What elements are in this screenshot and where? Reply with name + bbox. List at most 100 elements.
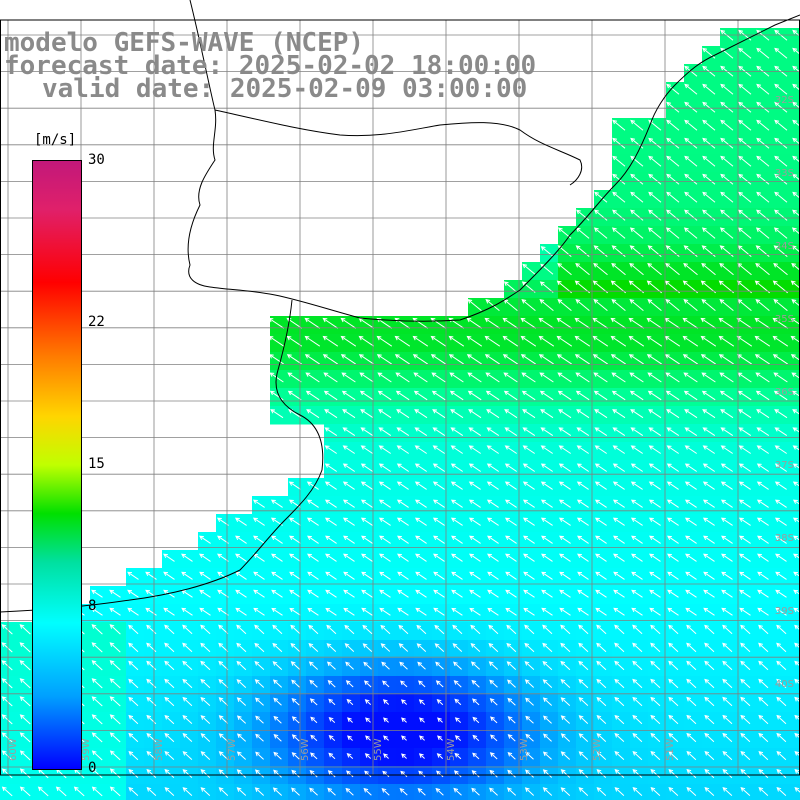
wind-cell [792,208,800,227]
wind-arrow [740,786,751,796]
wind-arrow [1,714,13,725]
wind-arrow [632,642,643,653]
wind-arrow [484,354,500,365]
wind-arrow [776,751,787,761]
wind-arrow [701,390,716,401]
wind-arrow [756,101,770,113]
wind-arrow [164,660,175,671]
wind-arrow [448,354,464,365]
wind-cell [18,784,37,800]
wind-arrow [720,463,733,472]
wind-arrow [397,589,409,598]
wind-arrow [648,463,661,472]
wind-arrow [649,589,661,598]
wind-arrow [325,607,337,616]
wind-arrow [503,281,518,293]
wind-arrow [685,553,697,562]
wind-arrow [704,786,715,796]
wind-arrow [379,589,391,598]
wind-cell [594,784,613,800]
wind-arrow [611,372,626,383]
wind-arrow [593,262,608,276]
wind-arrow [740,696,751,707]
wind-arrow [394,354,410,365]
wind-arrow [504,463,517,472]
wind-arrow [722,696,733,707]
wind-arrow [290,624,301,635]
wind-arrow [468,481,481,490]
wind-arrow [328,752,336,760]
wind-arrow [395,390,410,401]
wind-arrow [702,155,716,167]
wind-arrow [772,335,789,347]
wind-arrow [757,607,769,616]
wind-arrow [558,427,572,437]
wind-arrow [720,427,734,437]
wind-arrow [720,101,734,113]
wind-arrow [540,481,553,490]
wind-arrow [650,624,661,635]
colorbar-tick: 15 [88,456,105,472]
wind-arrow [322,354,338,365]
wind-cell [630,784,649,800]
wind-arrow [614,715,625,725]
wind-arrow [365,735,371,741]
wind-arrow [596,751,607,760]
wind-arrow [702,191,716,203]
wind-arrow [507,769,516,778]
wind-arrow [774,463,787,472]
wind-arrow [702,427,716,437]
wind-arrow [647,372,662,383]
wind-arrow [791,390,800,397]
wind-arrow [109,732,121,743]
wind-arrow [55,786,67,797]
wind-arrow [720,481,733,490]
wind-arrow [614,624,625,635]
wind-arrow [290,643,301,653]
wind-arrow [360,427,374,437]
wind-arrow [451,535,463,544]
wind-arrow [272,679,283,688]
wind-arrow [252,517,265,526]
wind-arrow [738,517,751,526]
colorbar-tick: 8 [88,597,97,614]
wind-arrow [305,372,320,383]
wind-arrow [593,299,608,311]
wind-arrow [668,714,679,725]
wind-arrow [164,787,175,796]
wind-arrow [648,137,662,149]
wind-arrow [558,499,571,508]
wind-arrow [466,335,483,347]
wind-arrow [307,553,319,562]
wind-arrow [611,390,626,401]
wind-arrow [199,607,211,616]
wind-arrow [236,660,247,671]
wind-arrow [610,317,627,329]
wind-cell [306,784,325,800]
wind-cell [792,100,800,119]
wind-arrow [504,427,518,437]
wind-arrow [614,696,625,707]
wind-arrow [521,372,536,383]
wind-arrow [685,535,697,544]
wind-arrow [721,589,733,598]
wind-arrow [199,553,211,562]
wind-arrow [234,517,247,526]
wind-arrow [487,571,499,580]
wind-arrow [522,499,535,508]
wind-arrow [109,786,121,797]
wind-arrow [396,517,409,526]
wind-arrow [199,535,211,544]
wind-arrow [612,409,626,419]
wind-arrow [109,714,121,725]
wind-arrow [450,463,463,472]
wind-arrow [503,372,518,383]
wind-arrow [722,642,733,653]
wind-arrow [557,372,572,383]
wind-arrow [272,661,283,670]
wind-arrow [665,227,680,239]
wind-arrow [560,751,571,760]
wind-arrow [236,787,247,796]
wind-arrow [291,697,300,706]
wind-arrow [502,335,519,347]
